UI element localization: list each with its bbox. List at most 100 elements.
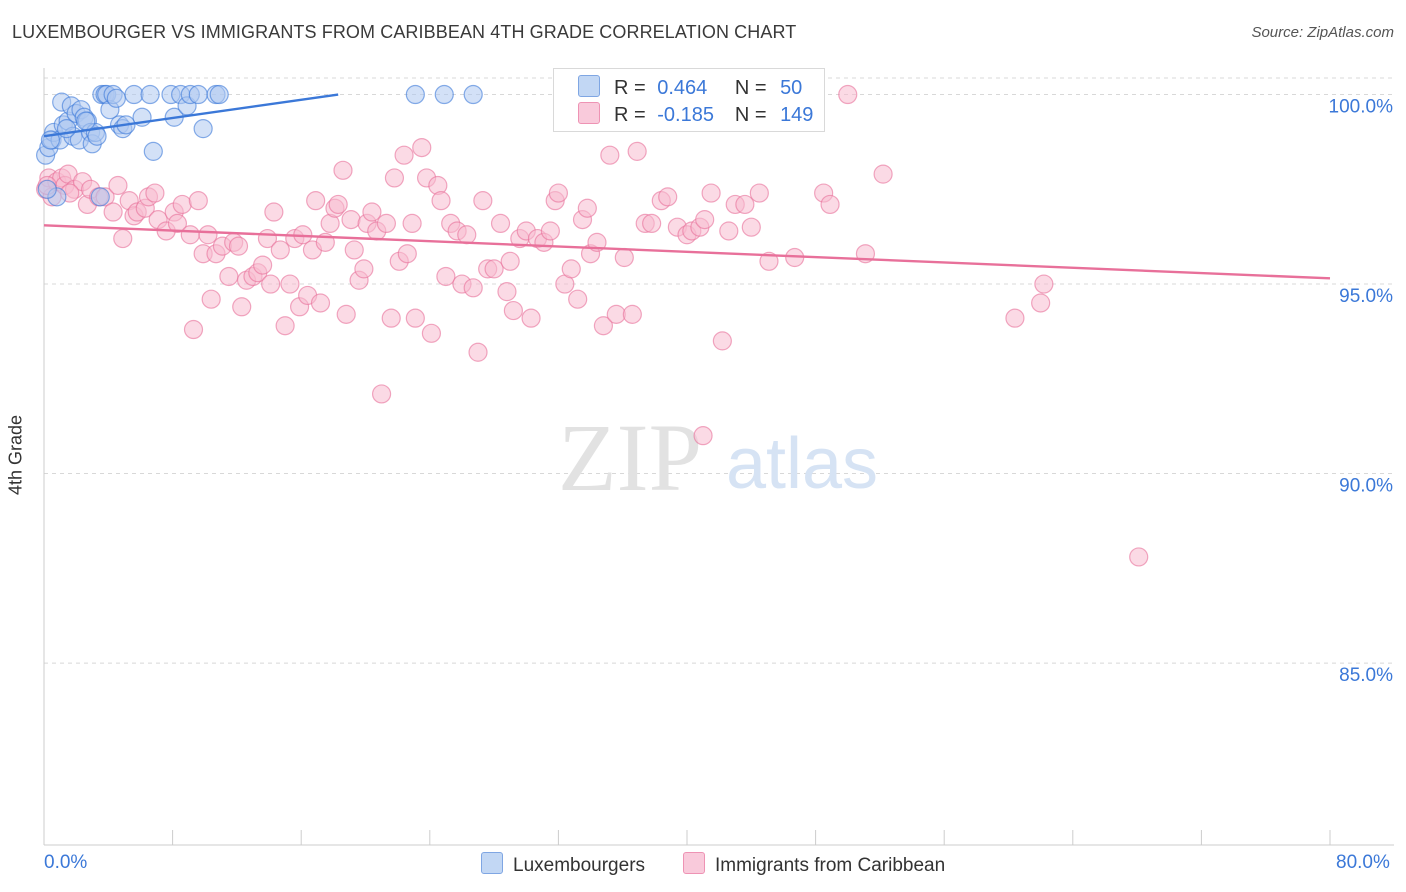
point-caribbean-95	[503, 300, 523, 321]
point-caribbean-93	[490, 213, 511, 233]
trendline-luxembourgers	[43, 93, 339, 138]
point-luxembourger-39	[193, 119, 213, 139]
points-series-caribbean	[36, 84, 1149, 567]
point-luxembourger-32	[143, 141, 163, 161]
point-caribbean-35	[219, 266, 239, 287]
point-luxembourger-19	[90, 187, 110, 207]
point-luxembourger-25	[106, 88, 126, 108]
point-caribbean-45	[264, 202, 284, 222]
point-caribbean-71	[381, 308, 401, 328]
legend-r-value-2: -0.185	[657, 104, 714, 126]
point-caribbean-143	[1034, 274, 1054, 294]
point-caribbean-105	[561, 259, 581, 279]
legend-swatch-blue	[578, 75, 600, 97]
point-caribbean-87	[457, 225, 477, 245]
point-caribbean-89	[468, 342, 488, 362]
point-caribbean-130	[735, 194, 755, 215]
point-luxembourger-29	[124, 84, 144, 105]
point-caribbean-140	[873, 164, 893, 184]
point-caribbean-32	[201, 289, 221, 309]
point-caribbean-47	[275, 316, 295, 336]
point-caribbean-38	[232, 297, 252, 317]
point-caribbean-142	[1031, 293, 1051, 313]
watermark-atlas: atlas	[726, 424, 878, 504]
point-caribbean-106	[568, 289, 588, 309]
point-caribbean-77	[405, 308, 425, 328]
point-caribbean-48	[280, 274, 300, 294]
point-caribbean-83	[436, 266, 456, 287]
legend-n-label-1: N =	[734, 77, 767, 99]
point-caribbean-133	[759, 251, 779, 271]
legend-n-value-1: 50	[780, 77, 803, 99]
point-caribbean-120	[658, 187, 678, 207]
point-caribbean-44	[261, 274, 281, 294]
point-caribbean-115	[622, 304, 642, 324]
point-caribbean-108	[577, 198, 597, 218]
bottom-legend-swatch-pink	[683, 852, 705, 874]
y-axis-label: 4th Grade	[5, 414, 26, 496]
point-caribbean-138	[838, 84, 858, 105]
point-caribbean-98	[521, 308, 541, 328]
point-caribbean-65	[354, 259, 374, 279]
point-caribbean-125	[695, 210, 715, 230]
point-caribbean-72	[384, 168, 405, 188]
point-luxembourger-38	[188, 84, 208, 105]
x-tick-label-min: 0.0%	[44, 852, 88, 873]
legend-swatch-pink	[578, 102, 600, 124]
y-tick-label-95: 95.0%	[1339, 286, 1393, 307]
point-caribbean-59	[328, 194, 348, 215]
trendlines	[43, 93, 1331, 280]
axes	[43, 68, 1394, 846]
point-caribbean-145	[693, 426, 713, 446]
bottom-legend-luxembourgers: Luxembourgers	[481, 852, 645, 877]
point-caribbean-13	[103, 202, 123, 222]
point-caribbean-144	[1129, 547, 1149, 567]
point-luxembourger-43	[434, 84, 454, 105]
point-caribbean-67	[362, 202, 382, 222]
point-caribbean-116	[627, 141, 647, 161]
point-caribbean-63	[344, 240, 364, 260]
watermark: ZIP atlas	[558, 404, 878, 511]
x-tick-label-max: 80.0%	[1336, 852, 1390, 873]
y-tick-label-90: 90.0%	[1339, 476, 1393, 497]
y-tick-label-100: 100.0%	[1329, 97, 1394, 118]
point-caribbean-14	[108, 175, 128, 196]
point-luxembourger-48	[76, 111, 96, 131]
point-luxembourger-42	[405, 84, 425, 105]
point-caribbean-148	[500, 251, 520, 271]
trendline-caribbean	[43, 224, 1331, 280]
point-caribbean-15	[113, 228, 133, 249]
point-caribbean-21	[145, 183, 165, 203]
point-caribbean-26	[172, 194, 192, 215]
point-caribbean-37	[228, 236, 249, 256]
point-caribbean-128	[719, 221, 739, 241]
point-caribbean-113	[606, 304, 626, 324]
bottom-legend-swatch-blue	[481, 852, 503, 874]
point-luxembourger-31	[140, 84, 160, 105]
point-caribbean-132	[749, 183, 769, 203]
legend-row-luxembourgers: R = 0.464 N = 50	[578, 75, 802, 100]
point-caribbean-141	[1005, 308, 1025, 328]
points-series-luxembourgers	[36, 84, 483, 207]
point-caribbean-94	[497, 282, 517, 302]
point-caribbean-31	[198, 225, 218, 245]
point-caribbean-126	[701, 183, 721, 203]
point-luxembourger-45	[37, 179, 57, 199]
y-tick-label-85: 85.0%	[1339, 665, 1393, 686]
point-caribbean-114	[614, 247, 634, 268]
y-tick-labels: 85.0% 90.0% 95.0% 100.0%	[1329, 97, 1394, 687]
point-caribbean-62	[341, 210, 361, 230]
point-caribbean-112	[600, 145, 620, 165]
point-caribbean-29	[188, 191, 208, 211]
point-caribbean-80	[421, 323, 442, 343]
point-caribbean-118	[642, 213, 662, 233]
bottom-legend-label-2: Immigrants from Caribbean	[715, 855, 946, 876]
point-caribbean-82	[431, 191, 451, 211]
gridlines	[44, 77, 1394, 664]
point-caribbean-103	[548, 183, 569, 203]
point-luxembourger-44	[463, 84, 483, 105]
point-caribbean-90	[473, 191, 493, 211]
bottom-legend-label-1: Luxembourgers	[513, 855, 646, 876]
point-caribbean-88	[463, 278, 483, 298]
